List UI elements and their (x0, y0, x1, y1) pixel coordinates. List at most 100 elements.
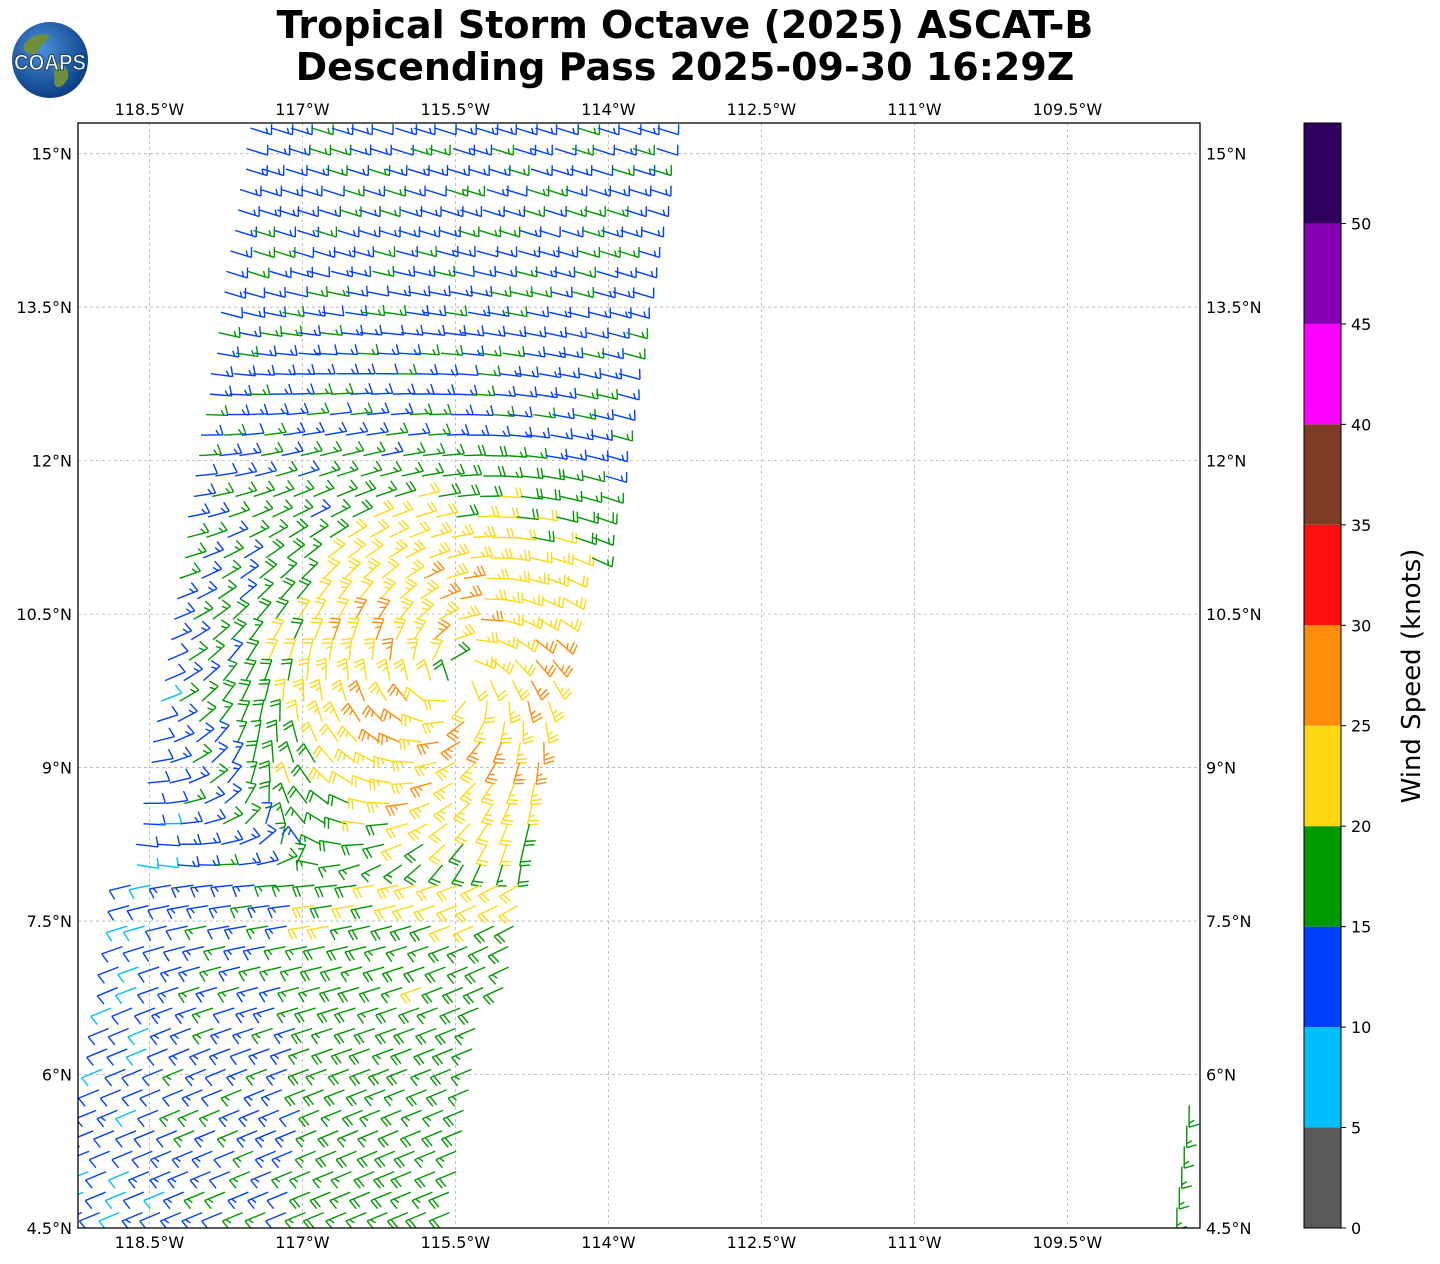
wind-barb (433, 265, 456, 277)
wind-barb (573, 408, 597, 420)
wind-barb (638, 247, 661, 259)
wind-barb (258, 986, 281, 1003)
wind-barb (561, 226, 584, 238)
wind-barb (245, 925, 269, 940)
wind-barb (422, 442, 446, 457)
wind-barb (567, 307, 590, 319)
wind-barb (249, 617, 264, 641)
wind-barb (336, 597, 350, 620)
wind-barb (1181, 1166, 1192, 1190)
wind-barb (501, 614, 524, 627)
wind-barb (479, 345, 502, 357)
wind-barb (421, 720, 445, 735)
wind-barb (487, 946, 509, 965)
wind-barb (202, 659, 221, 682)
wind-barb (416, 1007, 438, 1025)
wind-barb (555, 639, 578, 655)
wind-barb (545, 721, 560, 744)
wind-barb (363, 637, 376, 661)
wind-barb (342, 185, 365, 197)
wind-barb (240, 558, 260, 579)
wind-barb (341, 820, 365, 833)
wind-barb (391, 905, 414, 921)
wind-barb (527, 427, 551, 439)
wind-barb (311, 124, 334, 136)
wind-barb (274, 597, 289, 620)
wind-barb (495, 864, 507, 887)
wind-barb (488, 165, 511, 177)
wind-barb (376, 884, 399, 900)
wind-barb (370, 1191, 392, 1210)
wind-barb (494, 266, 518, 278)
x-tick-label-top: 114°W (581, 100, 636, 119)
axis-ticks: 118.5°W 118.5°W 117°W 117°W 115.5°W 115.5°W 11… (16, 100, 1261, 1252)
wind-barb (162, 1089, 184, 1107)
wind-barb (504, 326, 527, 338)
wind-barb (336, 725, 358, 743)
wind-barb (560, 490, 583, 503)
wind-barb (588, 185, 612, 197)
wind-barb (347, 537, 366, 559)
wind-barb (230, 247, 253, 259)
wind-barb (290, 124, 313, 136)
wind-barb (606, 451, 629, 463)
wind-barb (115, 1109, 137, 1128)
wind-barb (275, 460, 298, 477)
wind-barb (535, 124, 558, 136)
wind-barb (372, 265, 395, 278)
wind-barb (525, 447, 548, 459)
wind-barb (218, 966, 241, 982)
wind-barb (287, 925, 310, 940)
wind-barb (388, 285, 411, 297)
wind-barb (125, 1048, 147, 1066)
wind-barb (503, 206, 526, 218)
wind-barb (144, 925, 167, 941)
wind-barb (357, 728, 381, 743)
wind-barb (529, 782, 542, 806)
wind-barb (561, 470, 584, 482)
wind-barb (390, 782, 414, 795)
wind-barb (369, 518, 390, 538)
colorbar-tick-label: 35 (1351, 516, 1371, 535)
wind-barb (252, 499, 274, 518)
wind-barb (424, 966, 446, 984)
colorbar-tick-label: 45 (1351, 315, 1371, 334)
wind-barb (399, 1130, 422, 1148)
wind-barb (551, 552, 574, 566)
wind-barb (460, 884, 481, 903)
wind-barb (137, 966, 160, 983)
wind-barb (163, 945, 186, 962)
wind-barb (128, 884, 151, 900)
wind-barb (181, 945, 205, 962)
wind-barb (306, 700, 323, 722)
wind-barb (217, 346, 240, 358)
wind-barb (325, 945, 349, 962)
wind-barb (265, 638, 279, 661)
wind-barb (264, 422, 287, 436)
wind-barb (292, 499, 314, 518)
wind-barb (101, 945, 123, 963)
wind-barb (363, 441, 386, 457)
wind-barb (171, 622, 193, 641)
wind-barb (464, 966, 486, 985)
wind-barb (328, 617, 342, 640)
wind-barb (345, 1089, 367, 1107)
y-tick-label-right: 9°N (1206, 759, 1236, 778)
wind-barb (530, 551, 553, 564)
wind-barb (297, 986, 320, 1003)
wind-barb (256, 597, 272, 620)
wind-barb (535, 659, 557, 678)
wind-barb (629, 185, 652, 197)
wind-barb (246, 761, 258, 784)
wind-barb (489, 286, 512, 298)
wind-barb (328, 770, 352, 784)
wind-barb (301, 557, 319, 579)
wind-barb (367, 1068, 390, 1086)
wind-barb (446, 945, 468, 964)
wind-barb (265, 538, 285, 559)
wind-barb (495, 246, 518, 258)
wind-barb (426, 165, 449, 177)
wind-barb (330, 1048, 353, 1066)
wind-barb (226, 267, 249, 279)
wind-barb (331, 124, 354, 136)
